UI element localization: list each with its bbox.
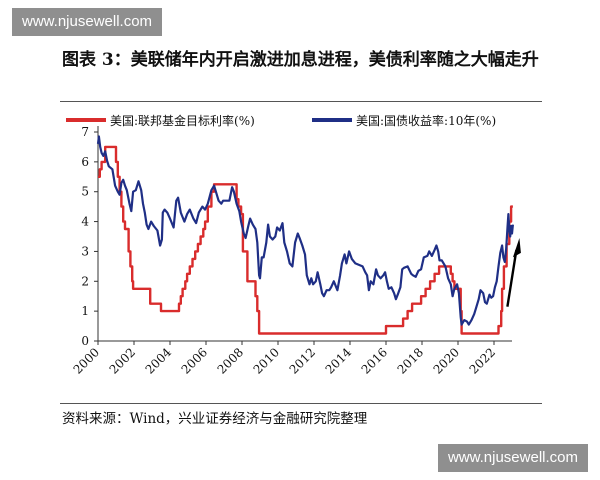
chart-plot-area [96, 135, 514, 335]
x-tick-label: 2016 [359, 345, 390, 376]
rate-chart: 美国:联邦基金目标利率(%) 美国:国债收益率:10年(%) 0 1 2 3 4 5 6 7 2… [66, 113, 521, 377]
up-arrow-head [512, 238, 521, 258]
watermark-bottom: www.njusewell.com [437, 444, 588, 472]
y-tick-label: 7 [81, 125, 89, 139]
chart-axes: 0 1 2 3 4 5 6 7 2000 2002 2004 2006 2008 2010 2012 2014… [71, 125, 512, 377]
x-tick-label: 2004 [143, 345, 175, 377]
up-arrow-shaft [506, 249, 518, 307]
legend-label-treasury-10y: 美国:国债收益率:10年(%) [356, 113, 496, 128]
figure-source: 资料来源：Wind，兴业证券经济与金融研究院整理 [62, 411, 368, 427]
x-tick-label: 2002 [107, 345, 138, 376]
series-line-treasury-10y [96, 135, 514, 326]
y-tick-label: 5 [81, 185, 89, 199]
x-tick-label: 2020 [431, 345, 462, 376]
legend-label-fed-rate: 美国:联邦基金目标利率(%) [110, 113, 255, 128]
y-tick-label: 3 [81, 244, 89, 258]
x-tick-label: 2018 [395, 345, 426, 376]
x-tick-label: 2014 [323, 345, 355, 377]
x-tick-label: 2000 [71, 345, 102, 376]
x-tick-label: 2012 [287, 345, 318, 376]
y-tick-label: 4 [81, 215, 89, 229]
x-tick-label: 2006 [179, 345, 210, 376]
y-tick-label: 6 [81, 155, 89, 169]
y-tick-label: 0 [81, 334, 89, 348]
y-tick-label: 2 [81, 274, 89, 288]
chart-legend: 美国:联邦基金目标利率(%) 美国:国债收益率:10年(%) [66, 113, 496, 128]
title-rule [60, 101, 542, 102]
watermark-top: www.njusewell.com [12, 8, 163, 36]
x-tick-label: 2022 [467, 345, 498, 376]
source-rule [60, 403, 542, 404]
figure-title: 图表 3：美联储年内开启激进加息进程，美债利率随之大幅走升 [62, 50, 539, 70]
chart-annotations [506, 238, 521, 307]
y-tick-label: 1 [81, 304, 89, 318]
x-tick-label: 2010 [251, 345, 282, 376]
x-tick-label: 2008 [215, 345, 246, 376]
